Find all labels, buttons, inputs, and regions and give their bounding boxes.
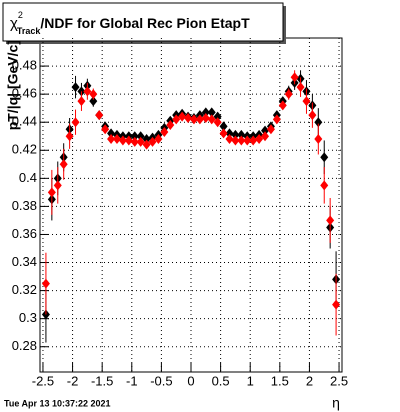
point: [314, 134, 323, 145]
point: [314, 117, 323, 128]
y-tick-label: 0.3: [19, 310, 37, 325]
x-tick-label: 1.5: [271, 373, 289, 388]
point: [225, 128, 234, 139]
point: [59, 159, 68, 170]
x-tick-label: -0.5: [150, 373, 172, 388]
x-tick-label: -2.5: [32, 373, 54, 388]
x-tick-label: 0: [187, 373, 194, 388]
point: [278, 100, 287, 111]
point: [261, 125, 270, 136]
y-axis-label: pT/|q| [GeV/c]: [5, 40, 21, 130]
chart-title: χ2 Track/NDF for Global Rec Pion EtapT: [10, 10, 250, 36]
y-tick-label: 0.36: [12, 226, 37, 241]
point: [195, 114, 204, 125]
point: [41, 278, 50, 289]
x-tick-label: -1.5: [91, 373, 113, 388]
point: [272, 114, 281, 125]
point: [249, 135, 258, 146]
point: [201, 107, 210, 118]
point: [302, 96, 311, 107]
x-axis-label: η: [332, 395, 340, 411]
point: [225, 134, 234, 145]
point: [107, 134, 116, 145]
point: [83, 86, 92, 97]
y-tick-label: 0.48: [12, 58, 37, 73]
point: [178, 111, 187, 122]
point: [148, 136, 157, 147]
point: [142, 134, 151, 145]
point: [231, 129, 240, 140]
point: [77, 96, 86, 107]
point: [136, 131, 145, 142]
y-tick-label: 0.44: [12, 114, 37, 129]
point: [89, 96, 98, 107]
y-tick-label: 0.46: [12, 86, 37, 101]
point: [47, 187, 56, 198]
point: [142, 139, 151, 150]
point: [296, 82, 305, 93]
y-tick-label: 0.32: [12, 282, 37, 297]
title-sub: Track: [17, 26, 42, 36]
point: [53, 180, 62, 191]
point: [237, 135, 246, 146]
footer-date: Tue Apr 13 10:37:22 2021: [4, 398, 111, 408]
point: [326, 215, 335, 226]
title-symbol: χ: [10, 15, 18, 32]
point: [290, 72, 299, 83]
point: [207, 114, 216, 125]
title-box: [2, 2, 284, 42]
point: [219, 128, 228, 139]
point: [231, 135, 240, 146]
point: [101, 124, 110, 135]
y-tick-label: 0.28: [12, 338, 37, 353]
point: [261, 131, 270, 142]
point: [107, 128, 116, 139]
x-tick-label: -2: [67, 373, 79, 388]
point: [266, 124, 275, 135]
point: [320, 180, 329, 191]
point: [160, 127, 169, 138]
y-tick-label: 0.4: [19, 170, 37, 185]
point: [332, 299, 341, 310]
point: [118, 135, 127, 146]
point: [189, 114, 198, 125]
point: [112, 134, 121, 145]
point: [71, 117, 80, 128]
point: [237, 129, 246, 140]
title-sup: 2: [18, 10, 23, 20]
point: [71, 82, 80, 93]
point: [320, 152, 329, 163]
point: [255, 134, 264, 145]
point: [95, 110, 104, 121]
point: [284, 89, 293, 100]
y-tick-label: 0.42: [12, 142, 37, 157]
point: [136, 136, 145, 147]
x-tick-label: 2: [306, 373, 313, 388]
point: [184, 112, 193, 123]
point: [130, 131, 139, 142]
x-tick-label: 0.5: [212, 373, 230, 388]
point: [308, 110, 317, 121]
point: [243, 135, 252, 146]
y-tick-label: 0.38: [12, 198, 37, 213]
point: [172, 114, 181, 125]
point: [207, 107, 216, 118]
title-rest: /NDF for Global Rec Pion EtapT: [40, 15, 250, 31]
x-tick-label: 2.5: [330, 373, 348, 388]
point: [154, 134, 163, 145]
x-tick-label: 1: [247, 373, 254, 388]
x-tick-label: -1: [126, 373, 138, 388]
point: [213, 111, 222, 122]
y-tick-label: 0.34: [12, 254, 37, 269]
point: [166, 120, 175, 131]
point: [201, 112, 210, 123]
point: [213, 117, 222, 128]
point: [219, 121, 228, 132]
point: [130, 136, 139, 147]
point: [124, 135, 133, 146]
point: [65, 131, 74, 142]
point: [89, 89, 98, 100]
